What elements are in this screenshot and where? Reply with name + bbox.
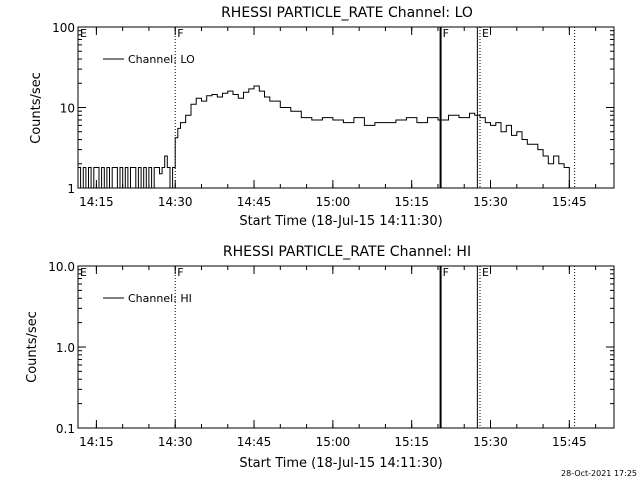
lo-channel-panel: RHESSI PARTICLE_RATE Channel: LO Start T… (29, 5, 615, 229)
hi-x-tick-label: 15:15 (394, 435, 429, 449)
hi-x-tick-label: 14:15 (79, 435, 114, 449)
hi-event-marker-label: E (482, 266, 489, 279)
lo-x-tick-label: 15:15 (394, 195, 429, 209)
lo-x-axis-label: Start Time (18-Jul-15 14:11:30) (239, 214, 442, 229)
hi-x-tick-label: 15:30 (473, 435, 508, 449)
lo-x-tick-label: 14:45 (237, 195, 272, 209)
lo-legend-label: Channel: LO (128, 53, 195, 66)
lo-event-marker-label: F (177, 27, 183, 40)
lo-series-line (78, 85, 571, 189)
hi-event-marker-label: F (443, 266, 449, 279)
hi-x-tick-label: 14:45 (237, 435, 272, 449)
hi-channel-panel: RHESSI PARTICLE_RATE Channel: HI Start T… (25, 244, 615, 471)
footer-timestamp: 28-Oct-2021 17:25 (561, 469, 637, 478)
lo-y-tick-label: 10 (60, 102, 75, 116)
lo-plot-frame (77, 26, 615, 189)
lo-legend: Channel: LO (103, 53, 195, 66)
hi-chart-title: RHESSI PARTICLE_RATE Channel: HI (223, 244, 471, 260)
lo-event-marker-label: E (482, 27, 489, 40)
lo-series (78, 85, 571, 189)
hi-axes: 14:15 14:30 14:45 15:00 15:15 15:30 15:45 0.1 1.… (48, 260, 614, 449)
lo-x-tick-label: 15:30 (473, 195, 508, 209)
lo-x-tick-label: 14:30 (158, 195, 193, 209)
lo-chart-title: RHESSI PARTICLE_RATE Channel: LO (221, 5, 473, 21)
lo-event-marker-label: F (443, 27, 449, 40)
hi-y-tick-label: 1.0 (56, 341, 75, 355)
lo-x-tick-label: 14:15 (79, 195, 114, 209)
hi-y-tick-label: 10.0 (48, 260, 75, 274)
lo-axes: 14:15 14:30 14:45 15:00 15:15 15:30 15:45 1 10 10… (52, 21, 614, 209)
hi-event-marker-label: F (177, 266, 183, 279)
lo-x-tick-label: 15:45 (552, 195, 587, 209)
lo-x-tick-label: 15:00 (316, 195, 351, 209)
hi-x-tick-label: 15:45 (552, 435, 587, 449)
hi-y-axis-label: Counts/sec (25, 311, 40, 383)
lo-y-tick-label: 1 (67, 182, 75, 196)
hi-legend-label: Channel: HI (128, 292, 192, 305)
hi-x-tick-label: 15:00 (316, 435, 351, 449)
hi-x-tick-label: 14:30 (158, 435, 193, 449)
hi-plot-frame (77, 265, 615, 429)
hi-legend: Channel: HI (103, 292, 192, 305)
hi-event-marker-label: E (80, 266, 87, 279)
lo-y-tick-label: 100 (52, 21, 75, 35)
lo-y-axis-label: Counts/sec (29, 72, 44, 144)
lo-event-marker-label: E (80, 27, 87, 40)
hi-x-axis-label: Start Time (18-Jul-15 14:11:30) (239, 456, 442, 471)
hi-y-tick-label: 0.1 (56, 422, 75, 436)
